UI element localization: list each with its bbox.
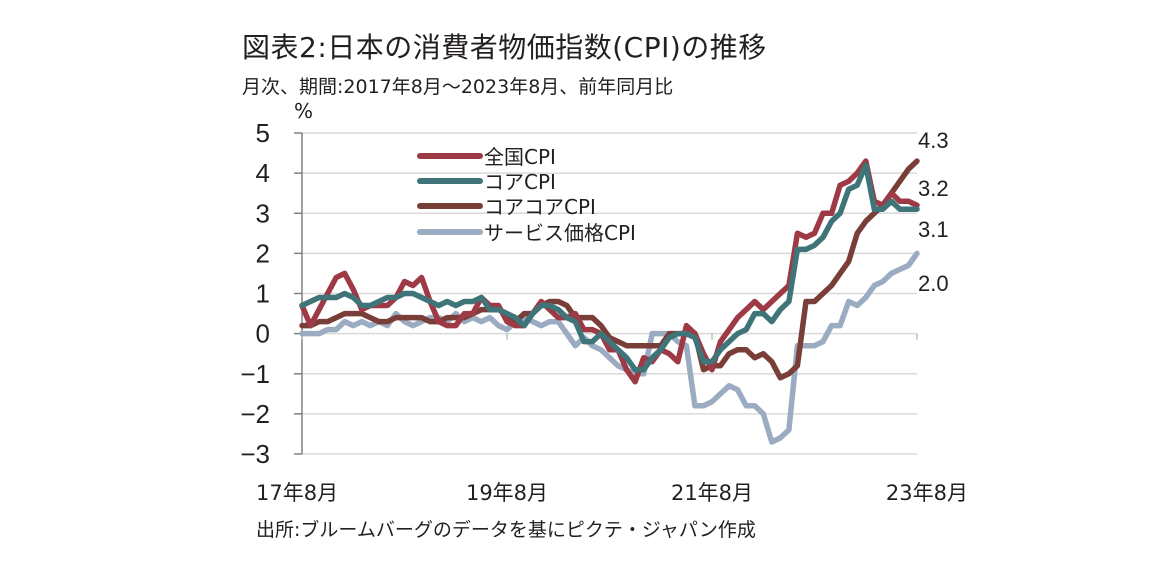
end-value-labels: 4.3 3.2 3.1 2.0	[918, 128, 949, 296]
end-value-label: 4.3	[918, 128, 949, 153]
series-line-3	[299, 250, 920, 445]
end-value-label: 3.1	[918, 217, 949, 242]
x-tick-label: 21年8月	[671, 481, 753, 505]
y-tick-labels: 5 4 3 2 1 0 −1 −2 −3	[240, 118, 270, 469]
y-tick-label: 3	[256, 198, 270, 228]
source-note: 出所:ブルームバーグのデータを基にピクテ・ジャパン作成	[256, 519, 756, 541]
x-tick-label: 23年8月	[886, 481, 968, 505]
legend-label: 全国CPI	[484, 145, 556, 169]
legend-label: コアCPI	[484, 170, 556, 194]
x-tick-labels: 17年8月 19年8月 21年8月 23年8月	[256, 481, 968, 505]
legend-label: コアコアCPI	[484, 195, 596, 219]
chart-subtitle: 月次、期間:2017年8月～2023年8月、前年同月比	[242, 76, 674, 98]
y-tick-label: 1	[256, 279, 270, 309]
y-tick-label: 4	[256, 158, 270, 188]
y-tick-label: −1	[240, 359, 270, 389]
series-lines	[299, 158, 920, 445]
y-axis-unit-label: %	[294, 99, 313, 123]
series-line-2	[299, 158, 920, 381]
end-value-label: 2.0	[918, 271, 949, 296]
series-line-0	[299, 158, 920, 385]
legend-label: サービス価格CPI	[484, 221, 636, 245]
y-tick-label: −3	[240, 439, 270, 469]
y-tick-label: 0	[256, 319, 270, 349]
x-tick-label: 19年8月	[466, 481, 548, 505]
chart-title: 図表2:日本の消費者物価指数(CPI)の推移	[242, 31, 767, 64]
end-value-label: 3.2	[918, 176, 949, 201]
series-line-1	[299, 162, 920, 373]
x-tick-label: 17年8月	[256, 481, 338, 505]
y-tick-label: 5	[256, 118, 270, 148]
y-tick-label: 2	[256, 238, 270, 268]
y-axis	[294, 132, 918, 455]
y-tick-label: −2	[240, 399, 270, 429]
